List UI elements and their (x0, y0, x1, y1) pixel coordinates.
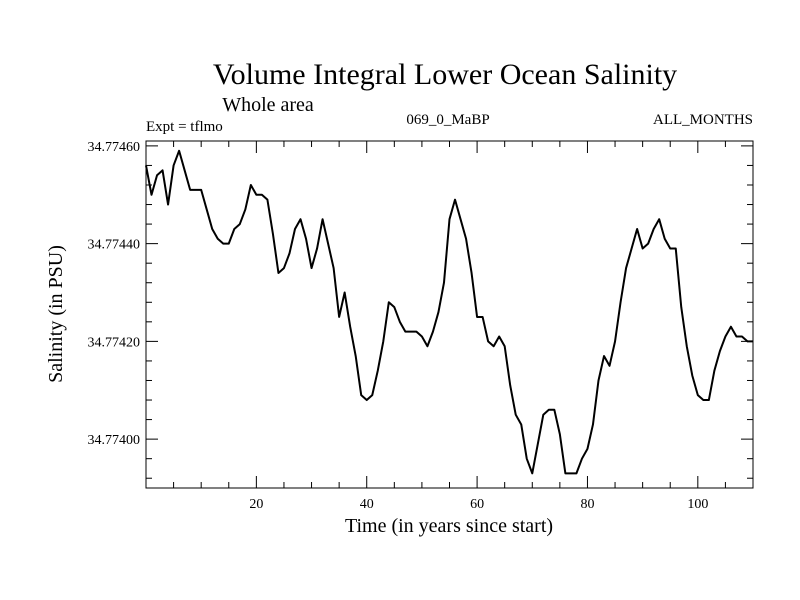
run-id-label: 069_0_MaBP (406, 112, 489, 128)
x-tick-labels: 20 40 60 80 100 (249, 497, 708, 512)
x-axis (173, 141, 726, 488)
x-tick-label: 20 (249, 497, 263, 512)
x-tick-label: 40 (360, 497, 374, 512)
x-tick-label: 60 (470, 497, 484, 512)
plot-frame (145, 140, 754, 489)
experiment-label: Expt = tflmo (146, 119, 223, 135)
y-tick-label: 34.77440 (88, 238, 141, 253)
months-label: ALL_MONTHS (653, 112, 753, 128)
x-tick-label: 80 (580, 497, 594, 512)
y-axis (146, 145, 753, 479)
y-axis-label: Salinity (in PSU) (45, 245, 67, 383)
salinity-series-line (145, 149, 753, 475)
x-axis-label: Time (in years since start) (345, 515, 553, 537)
x-tick-label: 100 (687, 497, 708, 512)
y-tick-label: 34.77400 (88, 433, 141, 448)
chart-subtitle: Whole area (222, 94, 314, 116)
y-tick-label: 34.77460 (88, 140, 141, 155)
chart-title: Volume Integral Lower Ocean Salinity (213, 58, 677, 91)
y-tick-label: 34.77420 (88, 335, 141, 350)
y-tick-labels: 34.77400 34.77420 34.77440 34.77460 (88, 140, 141, 448)
